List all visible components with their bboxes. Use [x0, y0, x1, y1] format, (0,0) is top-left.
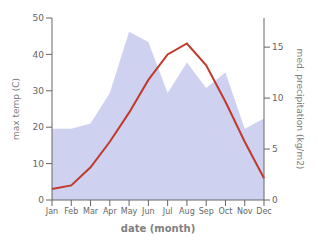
svg-text:May: May [121, 207, 138, 216]
svg-text:Jul: Jul [162, 207, 173, 216]
svg-text:med. precipitation (kg/m2): med. precipitation (kg/m2) [295, 49, 305, 170]
svg-text:5: 5 [272, 144, 278, 154]
svg-text:Dec: Dec [256, 207, 271, 216]
svg-text:20: 20 [33, 122, 45, 132]
svg-text:Oct: Oct [219, 207, 233, 216]
svg-text:Jun: Jun [141, 207, 155, 216]
svg-text:Jan: Jan [45, 207, 58, 216]
svg-text:max temp (C): max temp (C) [11, 78, 21, 140]
svg-text:Aug: Aug [179, 207, 195, 216]
svg-text:Nov: Nov [237, 207, 253, 216]
svg-text:Mar: Mar [83, 207, 99, 216]
svg-text:10: 10 [272, 93, 284, 103]
svg-text:Apr: Apr [103, 207, 118, 216]
svg-text:40: 40 [33, 50, 45, 60]
svg-text:0: 0 [272, 195, 278, 205]
svg-text:Sep: Sep [199, 207, 214, 216]
svg-text:50: 50 [33, 13, 45, 23]
svg-text:date (month): date (month) [121, 223, 195, 234]
svg-text:30: 30 [33, 86, 45, 96]
svg-text:10: 10 [33, 159, 45, 169]
svg-text:15: 15 [272, 42, 283, 52]
svg-text:0: 0 [38, 195, 44, 205]
svg-text:Feb: Feb [64, 207, 78, 216]
